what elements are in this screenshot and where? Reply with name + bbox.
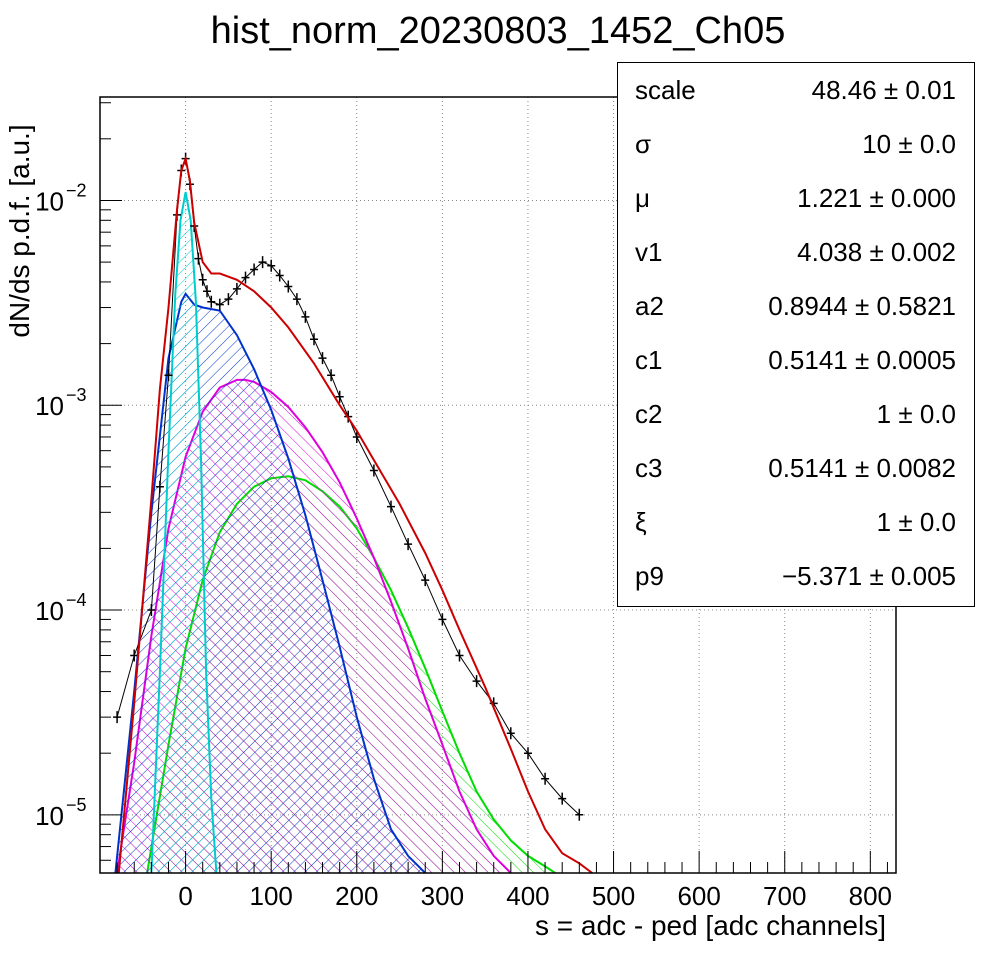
x-tick-label: 300 — [421, 881, 464, 911]
x-tick-label: 800 — [849, 881, 892, 911]
stat-row-scale: scale 48.46 ± 0.01 — [618, 63, 974, 117]
stat-value: 1.221 ± 0.000 — [797, 183, 956, 213]
x-tick-label: 600 — [677, 881, 720, 911]
x-tick-label: 400 — [506, 881, 549, 911]
stat-name: v1 — [635, 237, 663, 267]
y-tick-exponent: −4 — [66, 590, 87, 610]
stat-row-v1: v1 4.038 ± 0.002 — [618, 225, 974, 279]
x-tick-label: 100 — [249, 881, 292, 911]
stat-row-c2: c2 1 ± 0.0 — [618, 387, 974, 441]
stat-name: σ — [635, 129, 652, 159]
stat-value: 0.5141 ± 0.0082 — [768, 453, 956, 483]
stat-name: c3 — [635, 453, 663, 483]
stat-value: 0.5141 ± 0.0005 — [768, 345, 956, 375]
stat-value: 10 ± 0.0 — [862, 129, 956, 159]
stat-name: a2 — [635, 291, 664, 321]
stat-row-xi: ξ 1 ± 0.0 — [618, 495, 974, 549]
series-curve — [150, 191, 218, 873]
x-tick-label: 0 — [178, 881, 192, 911]
x-axis-label: s = adc - ped [adc channels] — [535, 910, 886, 941]
stat-value: 1 ± 0.0 — [876, 399, 956, 429]
series-layer — [113, 152, 593, 873]
y-tick-label: 10 — [35, 186, 64, 216]
y-tick-exponent: −2 — [66, 180, 87, 200]
stat-row-sigma: σ 10 ± 0.0 — [618, 117, 974, 171]
stat-value: −5.371 ± 0.005 — [781, 561, 956, 591]
stat-value: 1 ± 0.0 — [876, 507, 956, 537]
fit-total-curve — [117, 154, 593, 873]
stat-name: c2 — [635, 399, 663, 429]
y-tick-label: 10 — [35, 596, 64, 626]
stat-name: ξ — [635, 507, 647, 537]
chart-title: hist_norm_20230803_1452_Ch05 — [210, 10, 786, 52]
x-tick-label: 500 — [592, 881, 635, 911]
y-tick-exponent: −5 — [66, 795, 87, 815]
stat-value: 48.46 ± 0.01 — [811, 75, 956, 105]
stat-row-c1: c1 0.5141 ± 0.0005 — [618, 333, 974, 387]
stat-name: c1 — [635, 345, 663, 375]
y-tick-exponent: −3 — [66, 385, 87, 405]
x-tick-label: 700 — [763, 881, 806, 911]
stat-value: 0.8944 ± 0.5821 — [768, 291, 956, 321]
stat-row-a2: a2 0.8944 ± 0.5821 — [618, 279, 974, 333]
y-axis-label: dN/ds p.d.f. [a.u.] — [4, 124, 35, 338]
stat-name: scale — [635, 75, 696, 105]
fit-stats-box: scale 48.46 ± 0.01 σ 10 ± 0.0 μ 1.221 ± 0.0… — [617, 62, 975, 607]
x-tick-label: 200 — [335, 881, 378, 911]
stat-name: p9 — [635, 561, 664, 591]
stat-value: 4.038 ± 0.002 — [797, 237, 956, 267]
stat-name: μ — [635, 183, 650, 213]
y-tick-label: 10 — [35, 801, 64, 831]
stat-row-c3: c3 0.5141 ± 0.0082 — [618, 441, 974, 495]
series-fill-area — [151, 192, 217, 873]
stat-row-p9: p9 −5.371 ± 0.005 — [618, 549, 974, 603]
stat-row-mu: μ 1.221 ± 0.000 — [618, 171, 974, 225]
y-tick-label: 10 — [35, 391, 64, 421]
